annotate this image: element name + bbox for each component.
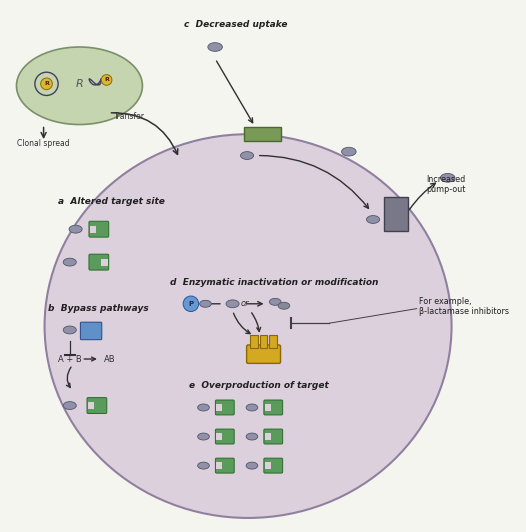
Ellipse shape — [63, 326, 76, 334]
FancyBboxPatch shape — [89, 254, 109, 270]
FancyArrowPatch shape — [247, 302, 262, 306]
Text: R: R — [44, 81, 49, 86]
FancyArrowPatch shape — [410, 183, 436, 210]
FancyBboxPatch shape — [264, 458, 282, 473]
Ellipse shape — [198, 433, 209, 440]
Text: c  Decreased uptake: c Decreased uptake — [184, 20, 288, 29]
FancyArrowPatch shape — [112, 113, 178, 154]
Ellipse shape — [341, 147, 356, 156]
Ellipse shape — [63, 402, 76, 410]
Text: P: P — [188, 301, 194, 307]
FancyArrowPatch shape — [234, 313, 250, 334]
Text: Transfer: Transfer — [114, 112, 145, 121]
Text: R: R — [104, 78, 109, 82]
Ellipse shape — [199, 300, 211, 307]
Text: R: R — [76, 79, 83, 89]
Ellipse shape — [269, 298, 281, 305]
FancyBboxPatch shape — [264, 400, 282, 415]
Bar — [216, 434, 222, 439]
FancyBboxPatch shape — [216, 458, 234, 473]
Ellipse shape — [246, 433, 258, 440]
FancyArrowPatch shape — [41, 127, 46, 137]
Text: Clonal spread: Clonal spread — [17, 139, 70, 148]
Text: d  Enzymatic inactivation or modification: d Enzymatic inactivation or modification — [169, 278, 378, 287]
FancyBboxPatch shape — [264, 429, 282, 444]
Text: e  Overproduction of target: e Overproduction of target — [189, 381, 329, 390]
Text: For example,
β-lactamase inhibitors: For example, β-lactamase inhibitors — [419, 297, 509, 317]
Bar — [89, 226, 96, 232]
Bar — [269, 335, 277, 348]
Ellipse shape — [208, 43, 222, 52]
Bar — [265, 434, 271, 439]
Ellipse shape — [198, 462, 209, 469]
Bar — [265, 462, 271, 469]
Ellipse shape — [440, 173, 455, 182]
Ellipse shape — [367, 215, 380, 223]
Ellipse shape — [246, 404, 258, 411]
Ellipse shape — [45, 134, 451, 518]
Text: AB: AB — [104, 354, 115, 363]
Text: a  Altered target site: a Altered target site — [58, 197, 165, 206]
Bar — [216, 404, 222, 411]
FancyBboxPatch shape — [87, 397, 107, 413]
FancyBboxPatch shape — [216, 429, 234, 444]
Bar — [384, 197, 408, 231]
FancyArrowPatch shape — [217, 61, 252, 123]
Ellipse shape — [63, 258, 76, 266]
Text: Increased
pump-out: Increased pump-out — [427, 175, 466, 194]
Bar — [102, 259, 108, 265]
FancyArrowPatch shape — [84, 357, 96, 361]
Ellipse shape — [240, 152, 254, 160]
Ellipse shape — [16, 47, 143, 124]
Bar — [265, 404, 271, 411]
Ellipse shape — [246, 462, 258, 469]
Circle shape — [41, 78, 52, 89]
Bar — [244, 128, 281, 141]
Ellipse shape — [69, 225, 82, 233]
FancyBboxPatch shape — [80, 322, 102, 339]
Text: A + B: A + B — [58, 354, 82, 363]
FancyArrowPatch shape — [205, 302, 220, 306]
Text: b  Bypass pathways: b Bypass pathways — [48, 304, 149, 313]
FancyArrowPatch shape — [259, 155, 369, 209]
FancyArrowPatch shape — [66, 367, 71, 387]
Ellipse shape — [198, 404, 209, 411]
Bar — [216, 462, 222, 469]
Bar — [260, 335, 267, 348]
Ellipse shape — [278, 302, 290, 309]
FancyBboxPatch shape — [216, 400, 234, 415]
Text: or: or — [241, 300, 249, 308]
Ellipse shape — [226, 300, 239, 307]
FancyBboxPatch shape — [247, 345, 280, 363]
Circle shape — [102, 74, 112, 85]
Bar — [250, 335, 258, 348]
Bar — [88, 402, 94, 409]
FancyArrowPatch shape — [251, 313, 260, 331]
Circle shape — [183, 296, 199, 312]
FancyBboxPatch shape — [89, 221, 109, 237]
